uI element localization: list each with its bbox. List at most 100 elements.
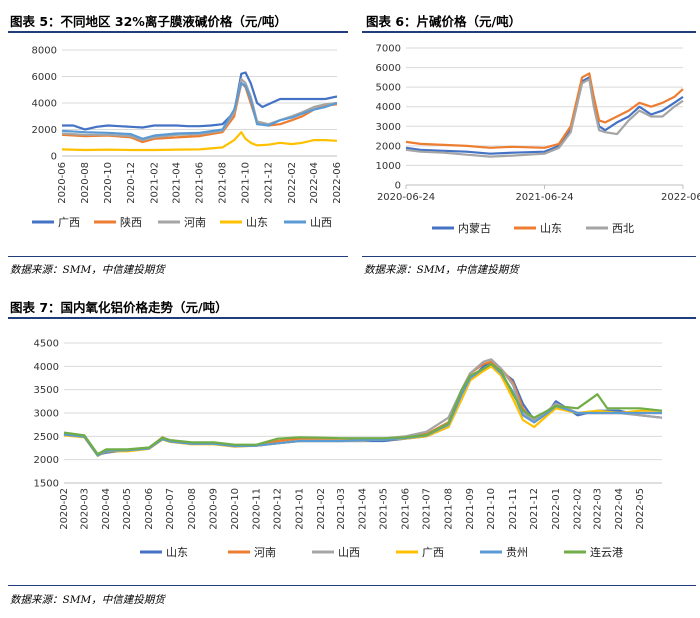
f7-legend-label: 贵州 <box>506 546 528 559</box>
f5-x-tick-label: 2021-12 <box>263 162 274 204</box>
f7-x-tick-label: 2020-11 <box>252 488 263 530</box>
f5-x-tick-label: 2021-02 <box>149 162 160 204</box>
f5-chart: 0 2000 4000 6000 8000 2020-06 2020-08 2020-10 20… <box>32 46 343 230</box>
f5-x-tick-label: 2022-04 <box>309 162 320 204</box>
figure-6-source: 数据来源：SMM，中信建投期货 <box>364 264 519 276</box>
f7-x-tick-label: 2021-11 <box>508 488 519 530</box>
f6-y-tick-label: 4000 <box>376 102 401 113</box>
f5-x-tick-label: 2022-02 <box>287 162 298 204</box>
f7-legend-label: 连云港 <box>590 546 623 559</box>
f5-y-tick-label: 6000 <box>32 72 57 83</box>
figure-7-bottom-rule <box>8 585 696 586</box>
f5-x-tick-label: 2021-04 <box>172 162 183 204</box>
f6-x-tick-label: 2022-06- <box>661 192 700 203</box>
f7-legend-label: 山东 <box>166 546 188 559</box>
f7-x-tick-label: 2022-05 <box>635 488 646 530</box>
f7-x-tick-label: 2021-03 <box>336 488 347 530</box>
figure-5-title: 图表 5：不同地区 32%离子膜液碱价格（元/吨） <box>10 14 287 29</box>
f5-x-tick-label: 2021-08 <box>217 162 228 204</box>
f6-series-line-西北 <box>405 78 684 158</box>
f5-series-line-广西 <box>62 71 338 131</box>
f5-y-tick-label: 4000 <box>32 99 57 110</box>
f7-x-tick-label: 2020-10 <box>230 488 241 530</box>
f6-y-tick-label: 5000 <box>376 83 401 94</box>
f6-legend-label: 西北 <box>612 222 634 235</box>
figure-5-top-rule <box>8 31 348 33</box>
f5-legend-label: 陕西 <box>120 215 142 229</box>
f6-y-tick-label: 2000 <box>376 141 401 152</box>
f7-series-line-连云港 <box>63 362 663 456</box>
f7-legend-label: 河南 <box>254 546 276 559</box>
f7-y-tick-label: 2000 <box>34 455 59 466</box>
f7-y-tick-label: 3500 <box>34 385 59 396</box>
f7-y-tick-label: 4500 <box>34 339 59 350</box>
f6-y-tick-label: 0 <box>395 181 401 192</box>
f7-x-tick-label: 2022-03 <box>592 488 603 530</box>
figure-6-bottom-rule <box>362 256 696 257</box>
f7-y-tick-label: 3000 <box>34 409 59 420</box>
f7-legend-label: 广西 <box>422 546 444 559</box>
f5-x-tick-label: 2022-06 <box>332 162 343 204</box>
f6-y-tick-label: 3000 <box>376 122 401 133</box>
figure-7-title: 图表 7：国内氧化铝价格走势（元/吨） <box>10 300 228 315</box>
f6-x-tick-label: 2020-06-24 <box>377 192 435 203</box>
f7-x-tick-label: 2020-12 <box>273 488 284 530</box>
f6-legend-label: 内蒙古 <box>458 221 491 235</box>
f7-y-tick-label: 4000 <box>34 362 59 373</box>
f7-x-tick-label: 2020-04 <box>101 488 112 530</box>
f7-x-tick-label: 2021-10 <box>486 488 497 530</box>
f7-x-tick-label: 2020-06 <box>144 488 155 530</box>
f5-x-tick-label: 2021-06 <box>195 162 206 204</box>
f5-x-tick-label: 2021-10 <box>240 162 251 204</box>
figure-7-source: 数据来源：SMM，中信建投期货 <box>10 594 165 606</box>
figure-5-source: 数据来源：SMM，中信建投期货 <box>10 264 165 276</box>
f7-x-tick-label: 2021-12 <box>529 488 540 530</box>
f7-y-tick-label: 1500 <box>34 479 59 490</box>
f6-y-tick-label: 1000 <box>376 161 401 172</box>
f7-x-tick-label: 2020-02 <box>59 488 70 530</box>
f7-x-tick-label: 2021-02 <box>316 488 327 530</box>
f5-series-line-山西 <box>61 81 338 140</box>
f6-y-tick-label: 6000 <box>376 63 401 74</box>
f6-series-line-山东 <box>405 72 684 149</box>
f5-legend-label: 广西 <box>58 216 80 229</box>
f5-legend-label: 山西 <box>310 216 332 229</box>
f7-x-tick-label: 2020-05 <box>122 488 133 530</box>
f7-x-tick-label: 2020-08 <box>187 488 198 530</box>
figure-7-top-rule <box>8 317 696 319</box>
figure-6-title: 图表 6：片碱价格（元/吨） <box>366 14 522 29</box>
f5-x-tick-label: 2020-06 <box>57 162 68 204</box>
figure-5-bottom-rule <box>8 256 348 257</box>
f5-series-line-河南 <box>61 78 338 142</box>
f7-x-tick-label: 2021-04 <box>358 488 369 530</box>
f7-x-tick-label: 2021-01 <box>294 488 305 530</box>
f5-y-tick-label: 0 <box>51 152 57 163</box>
f5-series-line-山东 <box>61 131 338 152</box>
f6-chart: 0 1000 2000 3000 4000 5000 6000 7000 2020-06-24 2… <box>376 44 700 236</box>
f6-y-tick-label: 7000 <box>376 44 401 55</box>
f7-x-tick-label: 2021-06 <box>401 488 412 530</box>
f7-x-tick-label: 2022-01 <box>551 488 562 530</box>
f5-x-tick-label: 2020-08 <box>80 162 91 204</box>
f7-x-tick-label: 2022-02 <box>573 488 584 530</box>
f6-series-line-内蒙古 <box>405 76 684 155</box>
f7-legend-label: 山西 <box>338 546 360 559</box>
f5-x-tick-label: 2020-12 <box>126 162 137 204</box>
f5-legend-label: 山东 <box>246 216 268 229</box>
f7-x-tick-label: 2022-04 <box>614 488 625 530</box>
figure-6-top-rule <box>362 31 696 33</box>
f5-legend-label: 河南 <box>184 216 206 229</box>
f7-x-tick-label: 2021-07 <box>422 488 433 530</box>
f7-x-tick-label: 2021-05 <box>379 488 390 530</box>
f7-chart: 1500 2000 2500 3000 3500 4000 4500 2020-02 2020-… <box>34 339 663 559</box>
f5-y-tick-label: 8000 <box>32 46 57 57</box>
f6-legend-label: 山东 <box>540 222 562 235</box>
f5-x-tick-label: 2020-10 <box>103 162 114 204</box>
f7-x-tick-label: 2021-09 <box>465 488 476 530</box>
f7-y-tick-label: 2500 <box>34 432 59 443</box>
f7-x-tick-label: 2020-07 <box>165 488 176 530</box>
f6-x-tick-label: 2021-06-24 <box>515 192 573 203</box>
f7-x-tick-label: 2021-08 <box>443 488 454 530</box>
f5-y-tick-label: 2000 <box>32 125 57 136</box>
